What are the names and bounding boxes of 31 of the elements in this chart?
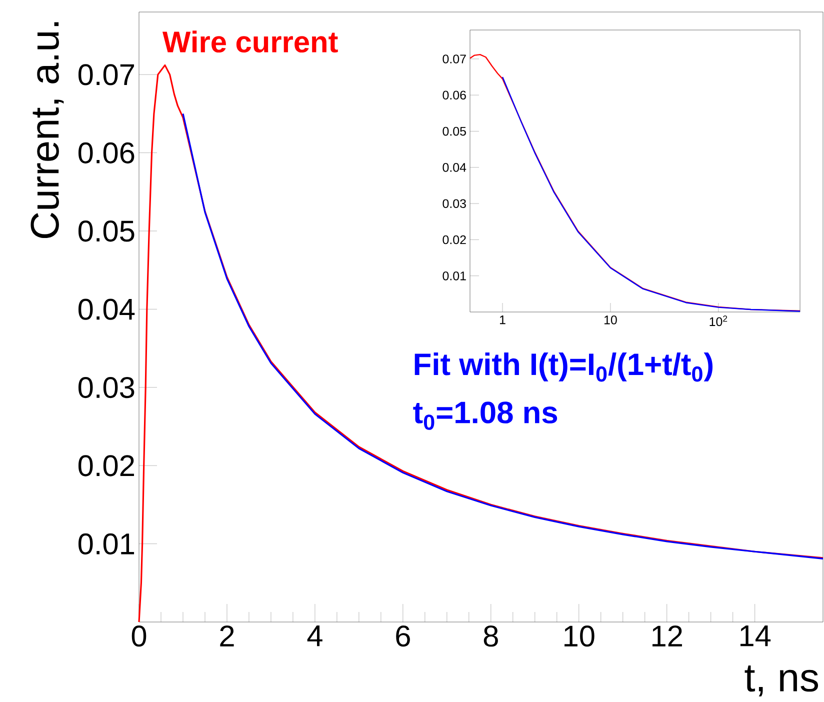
x-tick-label: 8 bbox=[484, 626, 498, 647]
y-axis-title: Current, a.u. bbox=[30, 22, 64, 238]
y-tick-label: 0.02 bbox=[442, 235, 466, 244]
y-tick-label: 0.03 bbox=[442, 199, 466, 208]
x-tick-label: 1 bbox=[500, 316, 506, 324]
x-tick-label: 10$^{2}$ bbox=[710, 316, 728, 326]
x-tick-label: 4 bbox=[307, 626, 322, 646]
x-tick-label: 10 bbox=[604, 316, 617, 324]
x-tick-label: 0 bbox=[132, 626, 146, 647]
x-tick-label: 14 bbox=[740, 626, 771, 646]
annotation: t$_{0}$=1.08 ns bbox=[413, 402, 558, 430]
y-tick-label: 0.04 bbox=[78, 298, 135, 320]
y-tick-label: 0.05 bbox=[442, 126, 466, 136]
y-tick-label: 0.01 bbox=[442, 272, 466, 280]
x-axis-title: t, ns bbox=[744, 666, 818, 696]
y-tick-label: 0.06 bbox=[442, 90, 466, 100]
text: Fit with I(t)=I$_{0}$/(1+t/t$_{0}$) bbox=[414, 352, 713, 382]
y-tick-label: 0.01 bbox=[78, 533, 134, 555]
y-tick-label: 0.02 bbox=[78, 455, 134, 476]
y-tick-label: 0.07 bbox=[442, 54, 466, 64]
y-tick-label: 0.06 bbox=[78, 142, 134, 164]
y-tick-label: 0.05 bbox=[78, 220, 134, 242]
series-label: Wire current bbox=[162, 30, 338, 53]
y-tick-label: 0.07 bbox=[78, 64, 134, 86]
y-tick-label: 0.04 bbox=[442, 163, 466, 172]
x-tick-label: 6 bbox=[396, 626, 410, 647]
y-tick-label: 0.03 bbox=[78, 376, 134, 398]
line-series bbox=[182, 112, 824, 560]
x-tick-label: 12 bbox=[652, 626, 682, 646]
x-tick-label: 10 bbox=[564, 626, 594, 647]
x-tick-label: 2 bbox=[220, 626, 234, 646]
